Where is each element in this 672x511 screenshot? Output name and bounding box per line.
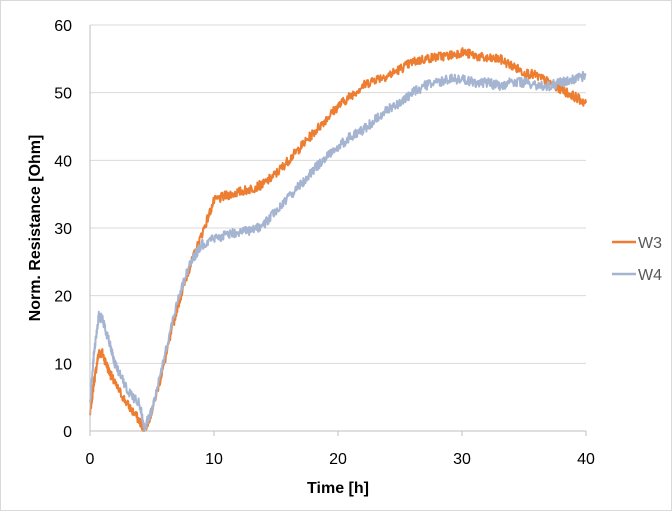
series-w3 [89, 47, 587, 432]
x-tick-label-30: 30 [453, 451, 471, 468]
legend-label-w4: W4 [638, 267, 662, 284]
y-tick-label-0: 0 [63, 424, 72, 441]
y-tick-label-30: 30 [54, 221, 72, 238]
legend-item-w4: W4 [612, 267, 662, 284]
legend: W3 W4 [612, 235, 662, 284]
x-tick-label-10: 10 [205, 451, 223, 468]
x-axis-title: Time [h] [307, 480, 369, 497]
series-w4 [89, 70, 587, 431]
x-tick-label-40: 40 [577, 451, 595, 468]
x-tick-label-0: 0 [86, 451, 95, 468]
axes [89, 25, 587, 436]
y-tick-label-60: 60 [54, 18, 72, 35]
y-tick-labels: 0 10 20 30 40 50 60 [54, 18, 72, 441]
y-tick-label-40: 40 [54, 153, 72, 170]
y-tick-label-50: 50 [54, 86, 72, 103]
y-tick-label-20: 20 [54, 289, 72, 306]
y-axis-title: Norm. Resistance [Ohm] [27, 135, 44, 322]
gridlines [90, 24, 586, 364]
legend-label-w3: W3 [638, 235, 662, 252]
legend-item-w3: W3 [612, 235, 662, 252]
x-tick-labels: 0 10 20 30 40 [86, 451, 595, 468]
series-layer [89, 47, 587, 432]
series-line-w3 [89, 47, 587, 432]
series-line-w4 [89, 70, 587, 431]
y-tick-label-10: 10 [54, 356, 72, 373]
x-tick-label-20: 20 [329, 451, 347, 468]
